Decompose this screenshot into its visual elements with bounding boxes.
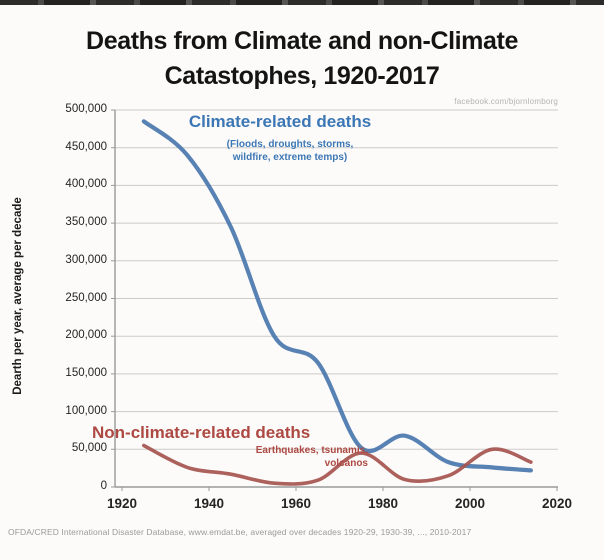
x-tick-label: 1980: [367, 496, 399, 511]
torn-top-edge: [0, 0, 604, 5]
y-tick-label: 400,000: [65, 178, 107, 191]
page-title: Deaths from Climate and non-Climate Cata…: [0, 24, 604, 94]
y-tick-label: 300,000: [65, 253, 107, 266]
y-tick-label: 0: [100, 480, 107, 492]
y-tick-label: 50,000: [71, 442, 107, 455]
nonclimate-series-sublabel-line1: Earthquakes, tsunamis,: [255, 445, 368, 456]
climate-series-line: [141, 119, 533, 473]
x-tick-label: 2020: [541, 496, 573, 511]
nonclimate-series-sublabel-line2: volcanos: [324, 458, 368, 469]
climate-series-sublabel-line2: wildfire, extreme temps): [232, 152, 348, 163]
footer-source: OFDA/CRED International Disaster Databas…: [8, 527, 472, 537]
page-title-line1: Deaths from Climate and non-Climate: [86, 27, 518, 55]
y-tick-label: 200,000: [65, 329, 107, 342]
climate-series-sublabel-line1: (Floods, droughts, storms,: [226, 139, 354, 150]
x-tick-label: 1920: [106, 496, 138, 511]
y-tick-label: 500,000: [65, 103, 107, 115]
x-tick-label: 1940: [193, 496, 225, 511]
y-tick-label: 250,000: [65, 291, 107, 304]
nonclimate-series-sublabel: Earthquakes, tsunamis, volcanos: [178, 444, 368, 470]
watermark-facebook: facebook.com/bjornlomborg: [454, 97, 558, 106]
nonclimate-series-label: Non-climate-related deaths: [92, 423, 311, 442]
y-tick-label: 350,000: [65, 216, 107, 229]
climate-series-label: Climate-related deaths: [188, 112, 372, 131]
climate-series-sublabel: (Floods, droughts, storms, wildfire, ext…: [185, 138, 395, 164]
x-tick-label: 2000: [454, 496, 486, 511]
y-tick-label: 150,000: [65, 366, 107, 379]
page-title-line2: Catastophes, 1920-2017: [164, 62, 440, 90]
nonclimate-series-line: [142, 443, 533, 486]
y-tick-label: 100,000: [65, 404, 107, 417]
y-tick-label: 450,000: [65, 140, 107, 153]
x-tick-label: 1960: [280, 496, 312, 511]
